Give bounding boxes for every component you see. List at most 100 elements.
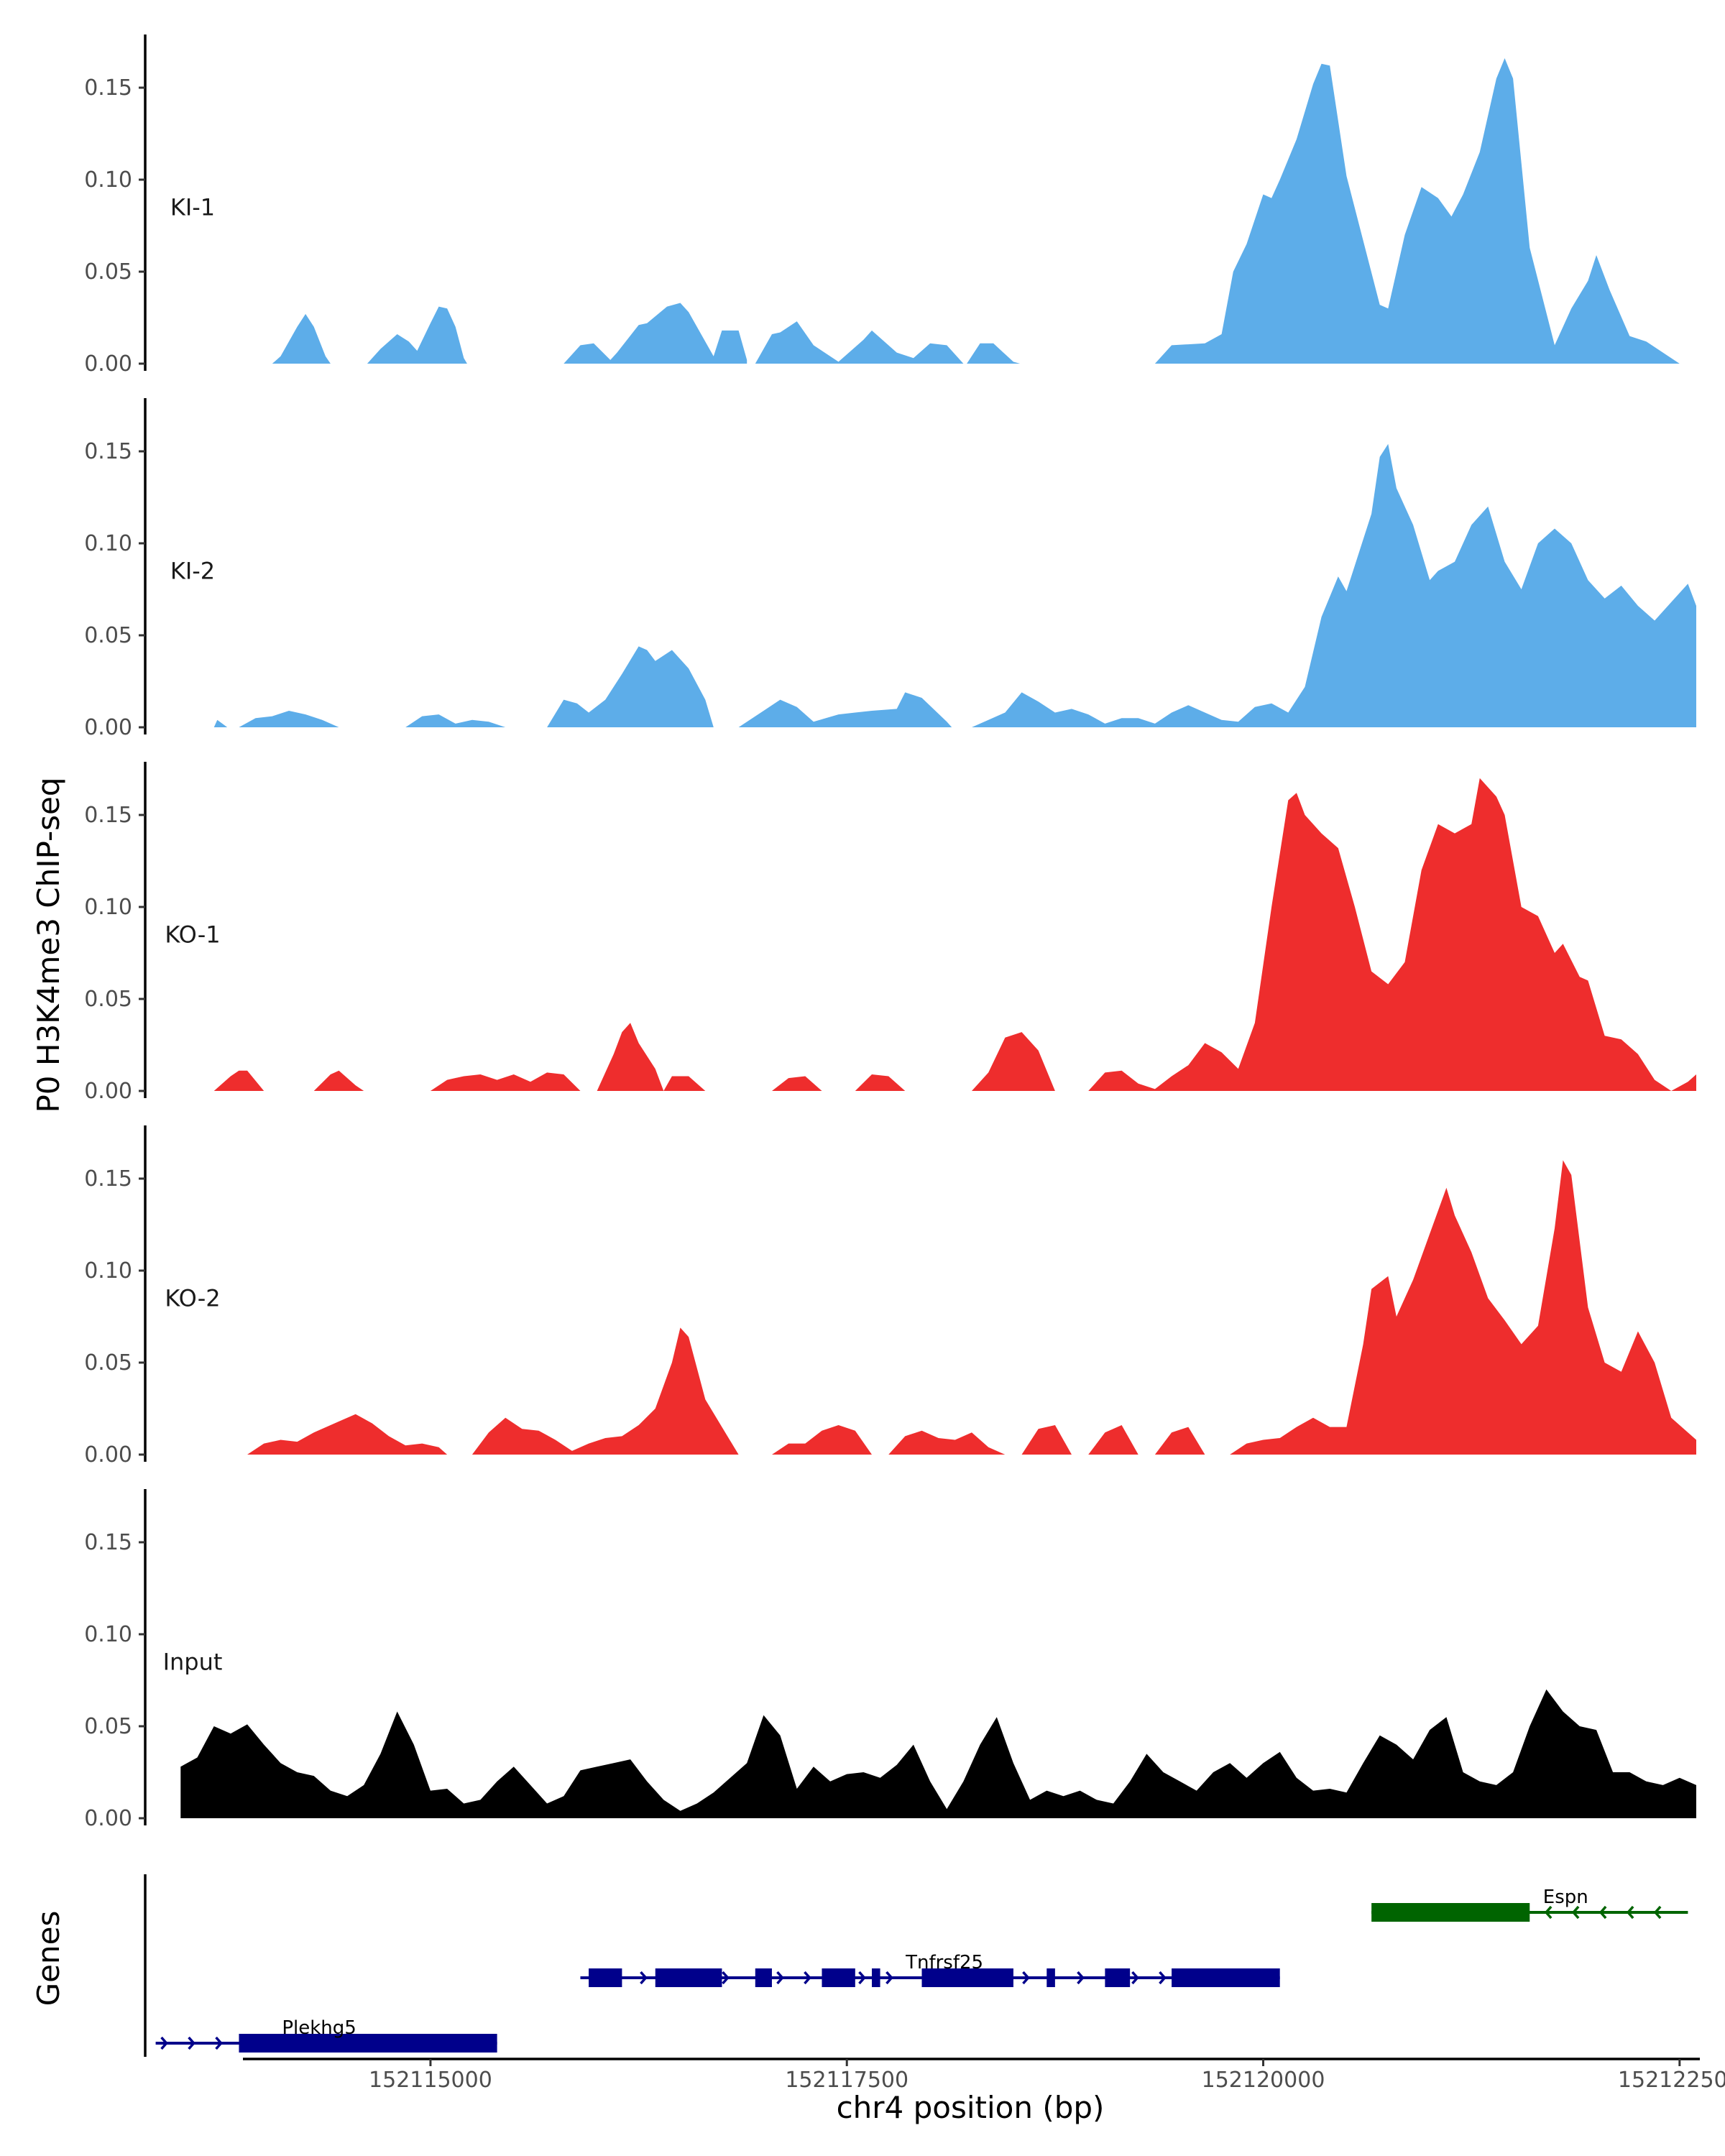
y-tick-label: 0.15 [84,75,132,101]
coverage-area [1230,1160,1696,1455]
coverage-area [239,711,339,727]
y-axis-title: P0 H3K4me3 ChIP-seq [31,777,66,1112]
gene-exon [1172,1968,1280,1987]
gene-espn: Espn [1371,1886,1688,1922]
y-tick-label: 0.05 [84,987,132,1012]
gene-exon [921,1968,1013,1987]
strand-arrow [1626,1905,1634,1920]
gene-name-label: Espn [1543,1886,1588,1908]
y-tick-label: 0.05 [84,1714,132,1739]
gene-exon [1371,1903,1530,1922]
strand-arrow [776,1971,784,1985]
x-axis: 152115000 152117500 152120000 152122500 [243,2058,1725,2093]
coverage-area [247,1414,448,1455]
coverage-area [405,714,506,727]
gene-exon [1046,1968,1055,1987]
genes-axis-title: Genes [31,1911,66,2007]
y-tick-label: 0.15 [84,803,132,828]
track-label: KO-1 [165,921,220,948]
x-tick-label: 152120000 [1202,2068,1325,2093]
y-tick-label: 0.00 [84,715,132,740]
y-tick-label: 0.00 [84,1079,132,1104]
y-tick-label: 0.10 [84,167,132,193]
coverage-area [772,1425,872,1455]
coverage-area [313,1070,364,1091]
track-label: KI-2 [170,557,215,584]
gene-plekhg5: Plekhg5 [155,2017,497,2053]
strand-arrow [215,2036,223,2050]
strand-arrow [1022,1971,1030,1985]
strand-arrow [1159,1971,1167,1985]
coverage-area [430,1072,581,1091]
coverage-area [1088,778,1696,1091]
strand-arrow [640,1971,648,1985]
strand-arrow [1571,1905,1580,1920]
gene-exon [239,2034,497,2053]
y-tick-label: 0.10 [84,1622,132,1647]
strand-arrow [160,2036,168,2050]
gene-annotation-panel: Espn Tnfrsf25 Plekhg5 [144,1874,1688,2057]
strand-arrow [1077,1971,1085,1985]
coverage-area [1021,1425,1072,1455]
coverage-area [972,443,1696,727]
y-tick-label: 0.15 [84,439,132,464]
coverage-area [180,1689,1696,1818]
strand-arrow [1598,1905,1607,1920]
coverage-area [213,719,228,727]
x-tick-label: 152122500 [1618,2068,1725,2093]
coverage-area [597,1023,706,1091]
y-tick-label: 0.05 [84,623,132,648]
strand-arrow [1131,1971,1139,1985]
y-tick-label: 0.15 [84,1530,132,1555]
track-ko-2: 0.00 0.05 0.10 0.15 KO-2 [84,1125,1696,1468]
coverage-area [564,303,748,364]
coverage-area [213,1070,264,1091]
y-tick-label: 0.10 [84,1258,132,1284]
gene-exon [822,1968,855,1987]
y-tick-label: 0.00 [84,1806,132,1831]
strand-arrow [1653,1905,1662,1920]
strand-arrow [1544,1905,1552,1920]
coverage-area [855,1074,906,1091]
y-tick-label: 0.05 [84,1350,132,1376]
y-tick-label: 0.05 [84,259,132,285]
y-tick-label: 0.15 [84,1166,132,1192]
gene-exon [755,1968,772,1987]
x-tick-label: 152117500 [785,2068,908,2093]
track-ko-1: 0.00 0.05 0.10 0.15 KO-1 [84,762,1696,1104]
y-tick-label: 0.00 [84,351,132,377]
coverage-area [972,1032,1055,1091]
strand-arrow [804,1971,811,1985]
gene-exon [871,1968,880,1987]
coverage-area [367,306,467,364]
coverage-area [547,646,714,727]
coverage-area [967,343,1021,364]
strand-arrow [886,1971,893,1985]
strand-arrow [858,1971,866,1985]
coverage-area [1696,312,1721,364]
coverage-area [1154,1427,1205,1455]
gene-exon [655,1968,722,1987]
coverage-area [272,313,331,364]
strand-arrow [722,1971,730,1985]
track-ki-2: 0.00 0.05 0.10 0.15 KI-2 [84,398,1696,740]
coverage-area [1088,1425,1138,1455]
track-label: KO-2 [165,1284,220,1312]
strand-arrow [188,2036,196,2050]
coverage-area [888,1430,1006,1455]
track-input: 0.00 0.05 0.10 0.15 Input [84,1489,1696,1831]
coverage-area [472,1327,739,1455]
y-tick-label: 0.10 [84,895,132,920]
track-label: Input [163,1648,223,1675]
gene-name-label: Tnfrsf25 [905,1952,983,1973]
track-label: KI-1 [170,193,215,221]
coverage-area [1154,58,1680,364]
x-axis-title: chr4 position (bp) [837,2090,1105,2125]
gene-name-label: Plekhg5 [282,2017,356,2039]
track-ki-1: 0.00 0.05 0.10 0.15 KI-1 [84,34,1721,377]
coverage-tracks: 0.00 0.05 0.10 0.15 KI-1 0.00 0.05 0.10 0.15 KI-2… [84,34,1721,1831]
gene-tnfrsf25: Tnfrsf25 [580,1952,1280,1987]
y-tick-label: 0.10 [84,531,132,556]
coverage-area [772,1076,822,1091]
